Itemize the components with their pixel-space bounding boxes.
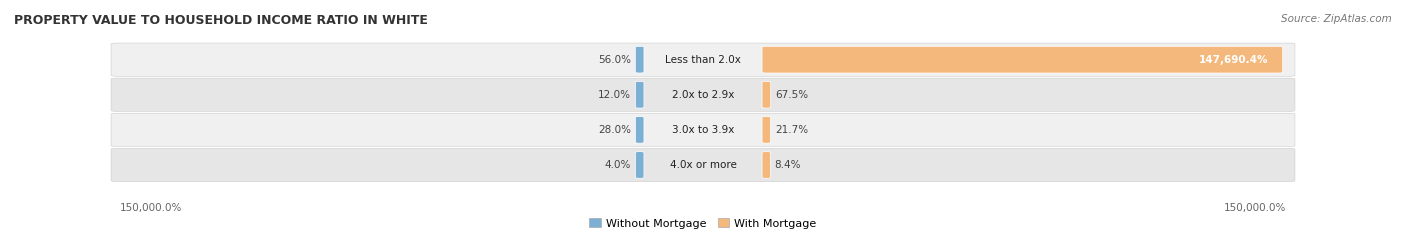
Text: 4.0%: 4.0%	[605, 160, 631, 170]
FancyBboxPatch shape	[636, 46, 644, 73]
FancyBboxPatch shape	[762, 152, 770, 178]
FancyBboxPatch shape	[111, 148, 1295, 182]
FancyBboxPatch shape	[111, 78, 1295, 111]
FancyBboxPatch shape	[762, 81, 770, 108]
Text: 2.0x to 2.9x: 2.0x to 2.9x	[672, 90, 734, 100]
Text: 150,000.0%: 150,000.0%	[1225, 203, 1286, 213]
Text: 67.5%: 67.5%	[775, 90, 808, 100]
Text: 21.7%: 21.7%	[775, 125, 808, 135]
FancyBboxPatch shape	[636, 117, 644, 143]
Text: 8.4%: 8.4%	[775, 160, 801, 170]
Text: Less than 2.0x: Less than 2.0x	[665, 55, 741, 65]
Text: 28.0%: 28.0%	[598, 125, 631, 135]
Text: 4.0x or more: 4.0x or more	[669, 160, 737, 170]
FancyBboxPatch shape	[636, 152, 644, 178]
FancyBboxPatch shape	[111, 113, 1295, 146]
Legend: Without Mortgage, With Mortgage: Without Mortgage, With Mortgage	[585, 214, 821, 233]
FancyBboxPatch shape	[762, 46, 1282, 73]
FancyBboxPatch shape	[762, 117, 770, 143]
FancyBboxPatch shape	[111, 43, 1295, 76]
Text: 147,690.4%: 147,690.4%	[1199, 55, 1268, 65]
FancyBboxPatch shape	[636, 81, 644, 108]
Text: PROPERTY VALUE TO HOUSEHOLD INCOME RATIO IN WHITE: PROPERTY VALUE TO HOUSEHOLD INCOME RATIO…	[14, 14, 427, 27]
Text: 12.0%: 12.0%	[598, 90, 631, 100]
Text: Source: ZipAtlas.com: Source: ZipAtlas.com	[1281, 14, 1392, 24]
Text: 3.0x to 3.9x: 3.0x to 3.9x	[672, 125, 734, 135]
Text: 56.0%: 56.0%	[598, 55, 631, 65]
Text: 150,000.0%: 150,000.0%	[120, 203, 181, 213]
